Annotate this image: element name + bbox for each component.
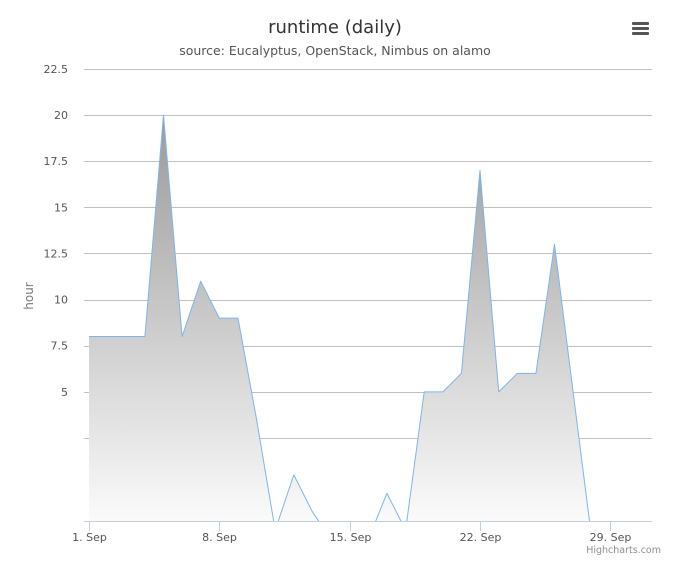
data-point[interactable] <box>514 370 520 376</box>
area-fill <box>89 115 592 521</box>
y-axis: 5 7.5 10 12.5 15 17.5 20 22.5 <box>44 63 69 399</box>
y-tick-label: 15 <box>54 201 68 214</box>
x-tick-label: 22. Sep <box>460 531 502 544</box>
data-point[interactable] <box>309 509 315 515</box>
series-line <box>89 114 590 521</box>
data-point[interactable] <box>198 278 204 284</box>
y-tick-label: 10 <box>54 294 68 307</box>
data-point[interactable] <box>272 527 278 533</box>
x-tick-label: 15. Sep <box>330 531 372 544</box>
data-point[interactable] <box>142 334 148 340</box>
y-tick-label: 17.5 <box>44 155 69 168</box>
x-tick-label: 1. Sep <box>72 531 107 544</box>
data-point[interactable] <box>384 490 390 496</box>
data-point[interactable] <box>421 389 427 395</box>
data-point[interactable] <box>440 389 446 395</box>
y-tick-label: 5 <box>61 386 68 399</box>
data-point[interactable] <box>458 370 464 376</box>
data-point[interactable] <box>496 389 502 395</box>
data-point[interactable] <box>570 389 576 395</box>
x-tick-label: 29. Sep <box>590 531 632 544</box>
chart-title: runtime (daily) <box>268 17 402 38</box>
menu-bar-3 <box>632 32 649 35</box>
data-point[interactable] <box>86 334 92 340</box>
series-area <box>86 112 592 533</box>
data-point[interactable] <box>254 417 260 423</box>
y-tick-label: 12.5 <box>44 247 69 260</box>
data-point[interactable] <box>216 315 222 321</box>
data-point[interactable] <box>403 527 409 533</box>
y-axis-title: hour <box>22 282 36 310</box>
data-point[interactable] <box>105 334 111 340</box>
x-tick-label: 8. Sep <box>202 531 237 544</box>
data-point[interactable] <box>477 168 483 174</box>
chart-subtitle: source: Eucalyptus, OpenStack, Nimbus on… <box>179 43 491 58</box>
y-tick-label: 20 <box>54 109 68 122</box>
y-tick-label: 7.5 <box>51 340 69 353</box>
y-tick-label: 22.5 <box>44 63 69 76</box>
data-point[interactable] <box>291 472 297 478</box>
data-point[interactable] <box>533 370 539 376</box>
credits-link[interactable]: Highcharts.com <box>586 545 661 556</box>
hamburger-menu-icon[interactable] <box>626 16 656 42</box>
data-point[interactable] <box>552 241 558 247</box>
menu-bar-1 <box>632 22 649 25</box>
data-point[interactable] <box>179 334 185 340</box>
data-point[interactable] <box>161 112 167 118</box>
data-point[interactable] <box>235 315 241 321</box>
menu-bar-2 <box>632 27 649 30</box>
x-axis: 1. Sep 8. Sep 15. Sep 22. Sep 29. Sep <box>72 521 652 544</box>
data-point[interactable] <box>123 334 129 340</box>
